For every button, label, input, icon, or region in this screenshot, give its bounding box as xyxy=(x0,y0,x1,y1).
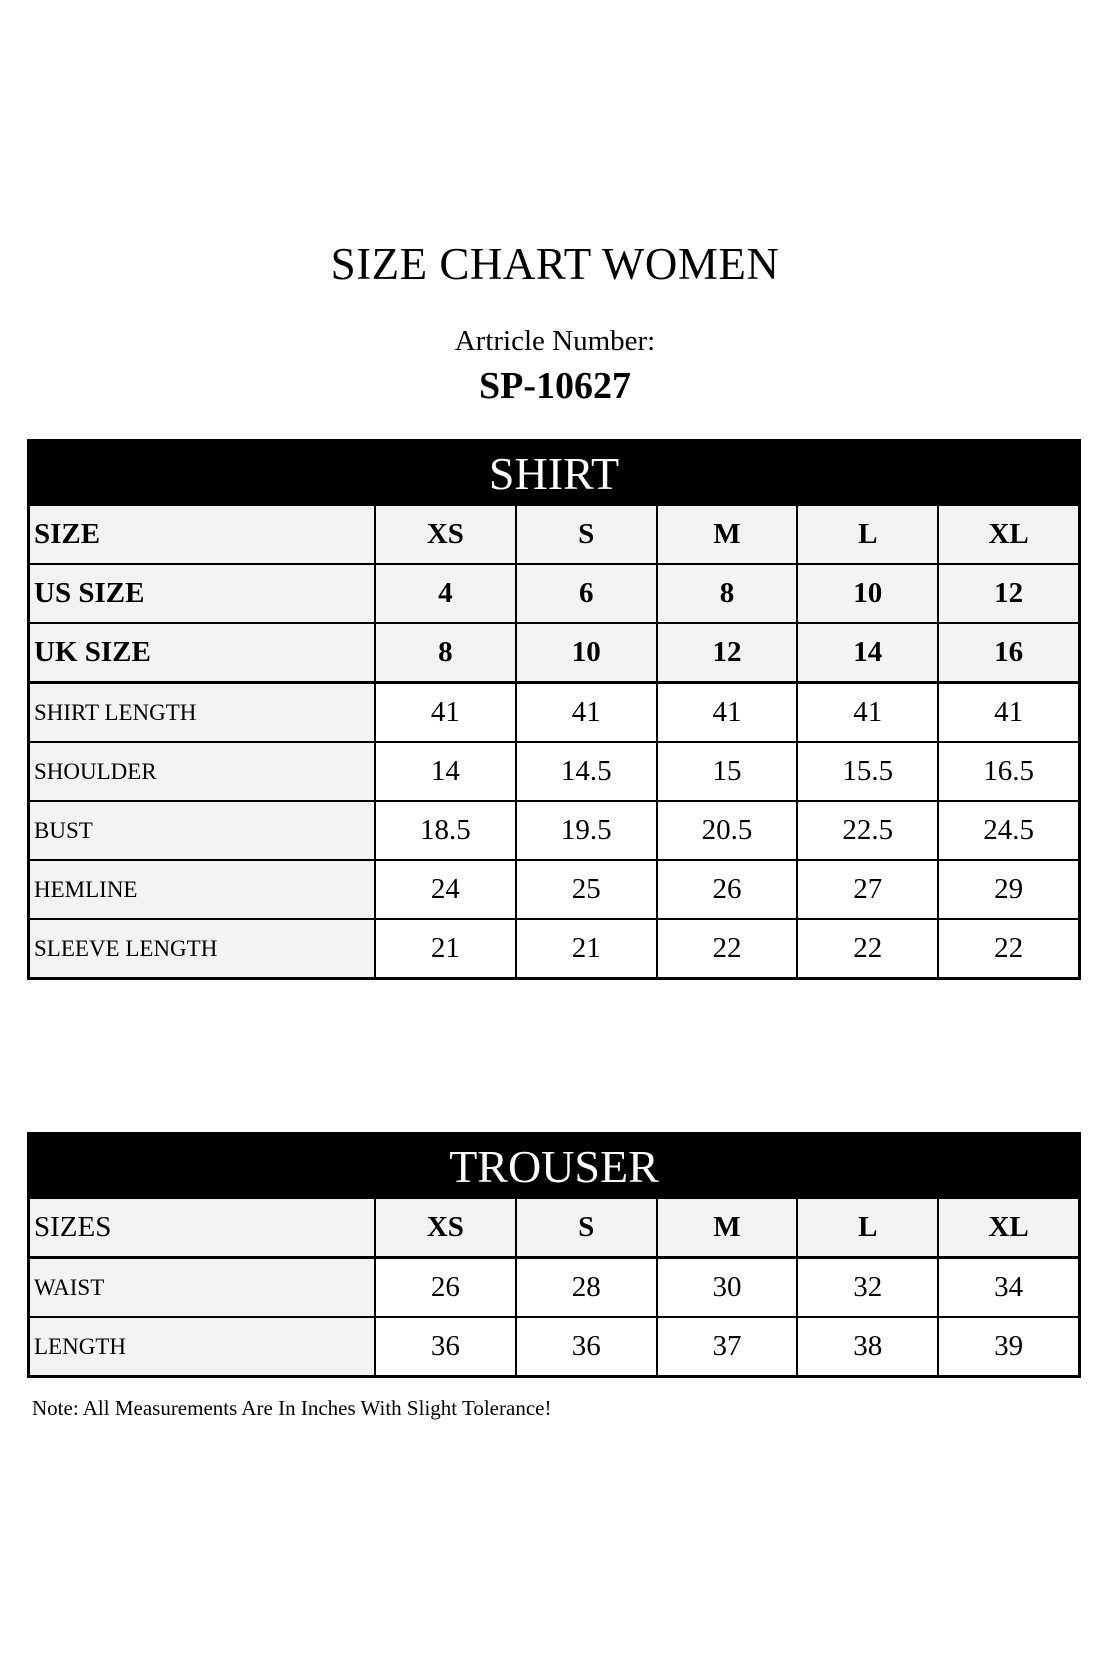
table-header-row: SIZES XS S M L XL xyxy=(30,1197,1078,1256)
table-cell: 14 xyxy=(374,743,515,800)
table-cell: 26 xyxy=(374,1259,515,1316)
row-label: SIZE xyxy=(30,506,374,563)
table-cell: 16.5 xyxy=(937,743,1078,800)
table-header-row: US SIZE 4 6 8 10 12 xyxy=(30,563,1078,622)
table-cell: 21 xyxy=(374,920,515,977)
table-cell: 38 xyxy=(796,1318,938,1375)
article-number: SP-10627 xyxy=(479,365,631,407)
table-cell: 30 xyxy=(655,1259,797,1316)
table-header-row: SIZE XS S M L XL xyxy=(30,504,1078,563)
row-label: SHIRT LENGTH xyxy=(30,684,374,741)
row-label: WAIST xyxy=(30,1259,374,1316)
row-label: BUST xyxy=(30,802,374,859)
table-cell: 41 xyxy=(514,684,656,741)
table-cell: 28 xyxy=(514,1259,656,1316)
table-cell: XL xyxy=(937,506,1078,563)
table-cell: 10 xyxy=(514,624,656,681)
table-cell: S xyxy=(514,1199,656,1256)
row-label: UK SIZE xyxy=(30,624,374,681)
table-cell: 19.5 xyxy=(514,802,656,859)
table-cell: 18.5 xyxy=(374,802,515,859)
table-row: LENGTH 36 36 37 38 39 xyxy=(30,1316,1078,1375)
table-cell: 25 xyxy=(514,861,656,918)
table-cell: 6 xyxy=(514,565,656,622)
table-row: HEMLINE 24 25 26 27 29 xyxy=(30,859,1078,918)
table-cell: 27 xyxy=(796,861,938,918)
table-cell: 41 xyxy=(937,684,1078,741)
table-cell: 22 xyxy=(796,920,938,977)
table-cell: 8 xyxy=(374,624,515,681)
shirt-table-heading: SHIRT xyxy=(488,448,620,499)
measurement-note: Note: All Measurements Are In Inches Wit… xyxy=(32,1396,552,1420)
trouser-size-table: TROUSER SIZES XS S M L XL WAIST 26 28 30 32 34 LENGT… xyxy=(27,1132,1081,1378)
table-cell: XL xyxy=(937,1199,1078,1256)
table-cell: L xyxy=(796,1199,938,1256)
table-cell: 4 xyxy=(374,565,515,622)
table-cell: 34 xyxy=(937,1259,1078,1316)
table-cell: XS xyxy=(374,1199,515,1256)
table-cell: 37 xyxy=(655,1318,797,1375)
table-row: SHOULDER 14 14.5 15 15.5 16.5 xyxy=(30,741,1078,800)
table-cell: 8 xyxy=(655,565,797,622)
table-cell: 24.5 xyxy=(937,802,1078,859)
table-cell: 22 xyxy=(937,920,1078,977)
table-cell: 41 xyxy=(796,684,938,741)
table-cell: S xyxy=(514,506,656,563)
table-cell: L xyxy=(796,506,938,563)
table-cell: 41 xyxy=(655,684,797,741)
row-label: HEMLINE xyxy=(30,861,374,918)
table-cell: 29 xyxy=(937,861,1078,918)
table-cell: 36 xyxy=(514,1318,656,1375)
table-cell: 15.5 xyxy=(796,743,938,800)
table-cell: 12 xyxy=(937,565,1078,622)
row-label: SHOULDER xyxy=(30,743,374,800)
table-cell: 14 xyxy=(796,624,938,681)
table-cell: 10 xyxy=(796,565,938,622)
trouser-table-heading: TROUSER xyxy=(449,1141,659,1192)
table-cell: 26 xyxy=(655,861,797,918)
table-cell: 22.5 xyxy=(796,802,938,859)
table-cell: M xyxy=(655,506,797,563)
table-row: BUST 18.5 19.5 20.5 22.5 24.5 xyxy=(30,800,1078,859)
table-cell: 20.5 xyxy=(655,802,797,859)
table-cell: M xyxy=(655,1199,797,1256)
shirt-size-table: SHIRT SIZE XS S M L XL US SIZE 4 6 8 10 12 UK SIZE 8 1… xyxy=(27,439,1081,980)
table-cell: XS xyxy=(374,506,515,563)
table-cell: 16 xyxy=(937,624,1078,681)
table-cell: 22 xyxy=(655,920,797,977)
table-cell: 36 xyxy=(374,1318,515,1375)
article-number-label: Artricle Number: xyxy=(454,325,656,357)
table-cell: 12 xyxy=(655,624,797,681)
table-cell: 21 xyxy=(514,920,656,977)
table-row: SHIRT LENGTH 41 41 41 41 41 xyxy=(30,681,1078,741)
row-label: SIZES xyxy=(30,1199,374,1256)
table-cell: 41 xyxy=(374,684,515,741)
table-cell: 39 xyxy=(937,1318,1078,1375)
table-cell: 14.5 xyxy=(514,743,656,800)
row-label: US SIZE xyxy=(30,565,374,622)
row-label: SLEEVE LENGTH xyxy=(30,920,374,977)
table-row: WAIST 26 28 30 32 34 xyxy=(30,1256,1078,1316)
table-header-row: UK SIZE 8 10 12 14 16 xyxy=(30,622,1078,681)
table-cell: 15 xyxy=(655,743,797,800)
table-cell: 32 xyxy=(796,1259,938,1316)
row-label: LENGTH xyxy=(30,1318,374,1375)
page-title: SIZE CHART WOMEN xyxy=(330,239,780,289)
table-row: SLEEVE LENGTH 21 21 22 22 22 xyxy=(30,918,1078,977)
table-cell: 24 xyxy=(374,861,515,918)
